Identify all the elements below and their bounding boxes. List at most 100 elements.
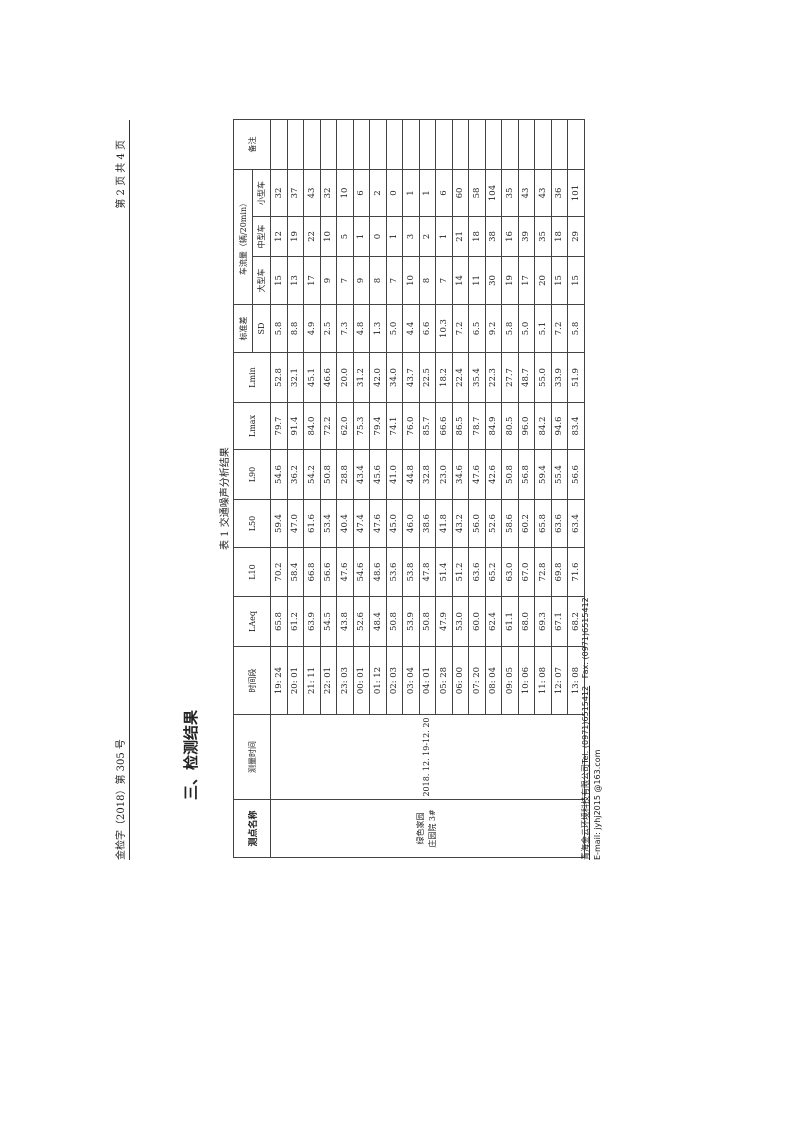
laeq-cell: 53.0	[452, 596, 469, 647]
lmax-cell: 94.6	[551, 402, 568, 450]
small-vehicles-cell: 32	[270, 169, 287, 217]
l50-cell: 60.2	[518, 499, 535, 548]
laeq-cell: 69.3	[534, 596, 551, 647]
period-cell: 08: 04	[485, 646, 502, 715]
l90-cell: 55.4	[551, 449, 568, 500]
lmax-cell: 86.5	[452, 402, 469, 450]
l10-cell: 51.2	[452, 547, 469, 597]
l90-cell: 59.4	[534, 449, 551, 500]
sd-cell: 7.2	[452, 304, 469, 353]
medium-vehicles-cell: 1	[386, 216, 403, 257]
remark-cell	[452, 119, 469, 170]
lmax-cell: 84.2	[534, 402, 551, 450]
lmax-cell: 91.4	[287, 402, 304, 450]
sd-cell: 10.3	[435, 304, 452, 353]
laeq-cell: 52.6	[353, 596, 370, 647]
l90-cell: 47.6	[468, 449, 485, 500]
remark-cell	[303, 119, 320, 170]
small-vehicles-cell: 60	[452, 169, 469, 217]
header-traffic: 车流量（辆/20min）	[233, 169, 253, 305]
measure-time-cell: 2018. 12. 19-12. 20	[270, 714, 584, 800]
lmin-cell: 32.1	[287, 352, 304, 403]
lmax-cell: 74.1	[386, 402, 403, 450]
lmax-cell: 72.2	[320, 402, 337, 450]
large-vehicles-cell: 7	[336, 256, 353, 305]
lmin-cell: 45.1	[303, 352, 320, 403]
l90-cell: 36.2	[287, 449, 304, 500]
large-vehicles-cell: 7	[435, 256, 452, 305]
page-header: 金检字（2018）第 305 号 第 2 页 共 4 页	[112, 120, 130, 860]
period-cell: 09: 05	[501, 646, 518, 715]
lmin-cell: 35.4	[468, 352, 485, 403]
point-name-line: 绿色家园	[416, 812, 426, 845]
header-remark: 备注	[233, 119, 271, 170]
section-title: 三、检测结果	[182, 709, 200, 800]
lmax-cell: 80.5	[501, 402, 518, 450]
table-row: 绿色家园 庄园院 3# 2018. 12. 19-12. 20 19: 24 65.8 7…	[270, 119, 584, 858]
laeq-cell: 60.0	[468, 596, 485, 647]
laeq-cell: 67.1	[551, 596, 568, 647]
large-vehicles-cell: 14	[452, 256, 469, 305]
document-number: 金检字（2018）第 305 号	[116, 739, 127, 860]
lmax-cell: 76.0	[402, 402, 419, 450]
remark-cell	[468, 119, 485, 170]
small-vehicles-cell: 58	[468, 169, 485, 217]
medium-vehicles-cell: 38	[485, 216, 502, 257]
l50-cell: 65.8	[534, 499, 551, 548]
period-cell: 06: 00	[452, 646, 469, 715]
l90-cell: 50.8	[320, 449, 337, 500]
medium-vehicles-cell: 35	[534, 216, 551, 257]
medium-vehicles-cell: 1	[435, 216, 452, 257]
l90-cell: 43.4	[353, 449, 370, 500]
lmax-cell: 79.7	[270, 402, 287, 450]
lmin-cell: 22.4	[452, 352, 469, 403]
l50-cell: 38.6	[419, 499, 436, 548]
period-cell: 21: 11	[303, 646, 320, 715]
remark-cell	[402, 119, 419, 170]
lmin-cell: 31.2	[353, 352, 370, 403]
remark-cell	[551, 119, 568, 170]
large-vehicles-cell: 15	[270, 256, 287, 305]
laeq-cell: 61.1	[501, 596, 518, 647]
period-cell: 19: 24	[270, 646, 287, 715]
l50-cell: 43.2	[452, 499, 469, 548]
period-cell: 20: 01	[287, 646, 304, 715]
l50-cell: 59.4	[270, 499, 287, 548]
lmin-cell: 48.7	[518, 352, 535, 403]
sd-cell: 7.3	[336, 304, 353, 353]
header-large-vehicle: 大型车	[252, 256, 271, 305]
l90-cell: 28.8	[336, 449, 353, 500]
medium-vehicles-cell: 10	[320, 216, 337, 257]
large-vehicles-cell: 17	[303, 256, 320, 305]
period-cell: 03: 04	[402, 646, 419, 715]
lmax-cell: 62.0	[336, 402, 353, 450]
large-vehicles-cell: 19	[501, 256, 518, 305]
header-l90: L90	[233, 449, 271, 500]
laeq-cell: 50.8	[419, 596, 436, 647]
l90-cell: 23.0	[435, 449, 452, 500]
l10-cell: 63.0	[501, 547, 518, 597]
header-measure-time: 测量时间	[233, 714, 271, 800]
point-name-cell: 绿色家园 庄园院 3#	[270, 799, 584, 858]
l10-cell: 66.8	[303, 547, 320, 597]
remark-cell	[287, 119, 304, 170]
laeq-cell: 50.8	[386, 596, 403, 647]
l10-cell: 47.6	[336, 547, 353, 597]
header-l50: L50	[233, 499, 271, 548]
lmin-cell: 43.7	[402, 352, 419, 403]
traffic-noise-table: 测点名称 测量时间 时间段 LAeq L10 L50 L90 Lmax Lmin…	[233, 119, 585, 858]
l50-cell: 56.0	[468, 499, 485, 548]
remark-cell	[320, 119, 337, 170]
sd-cell: 4.9	[303, 304, 320, 353]
lmin-cell: 22.5	[419, 352, 436, 403]
large-vehicles-cell: 9	[353, 256, 370, 305]
medium-vehicles-cell: 1	[353, 216, 370, 257]
l90-cell: 41.0	[386, 449, 403, 500]
point-name-line: 庄园院 3#	[428, 809, 438, 848]
medium-vehicles-cell: 5	[336, 216, 353, 257]
company-name: 青海金云环境科技有限公司	[581, 764, 590, 860]
medium-vehicles-cell: 16	[501, 216, 518, 257]
l90-cell: 44.8	[402, 449, 419, 500]
l90-cell: 50.8	[501, 449, 518, 500]
large-vehicles-cell: 30	[485, 256, 502, 305]
